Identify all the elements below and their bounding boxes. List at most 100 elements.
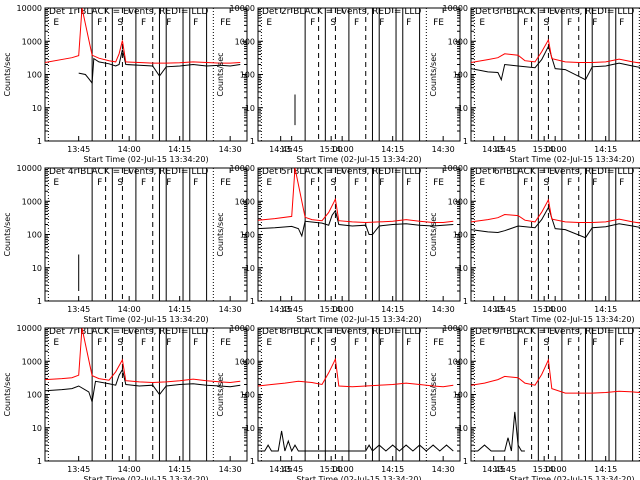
detector-panel: Det 5r BLACK = Events, RED = LLD11010010… <box>216 164 556 324</box>
x-axis-label: Start Time (02-Jul-15 13:34:20) <box>509 315 634 324</box>
interval-marker-label: F <box>406 178 411 188</box>
y-tick-label: 100 <box>240 391 255 400</box>
detector-panel: Det 4r BLACK = Events, RED = LLD11010010… <box>3 164 343 324</box>
x-tick-label: 13:45 <box>280 305 303 314</box>
x-axis-label: Start Time (02-Jul-15 13:34:20) <box>296 155 421 164</box>
series-line-events <box>471 411 525 452</box>
y-tick-label: 10000 <box>17 164 42 173</box>
x-tick-label: 13:45 <box>493 465 516 474</box>
series-line-lld <box>45 8 241 64</box>
y-tick-label: 10 <box>245 424 255 433</box>
interval-marker-label: E <box>53 178 59 188</box>
y-axis-label: Counts/sec <box>3 372 12 416</box>
y-tick-label: 1000 <box>448 197 468 206</box>
interval-marker-label: S <box>330 18 336 28</box>
interval-marker-label: F <box>619 338 624 348</box>
y-axis-label: Counts/sec <box>429 212 438 256</box>
series-line-lld <box>258 357 454 388</box>
y-tick-label: 1 <box>250 137 255 146</box>
x-tick-label: 15:00 <box>533 305 556 314</box>
detector-panel: Det 1r BLACK = Events, RED = LLD11010010… <box>3 4 343 164</box>
interval-marker-label: F <box>354 18 359 28</box>
x-tick-label: 14:00 <box>544 145 567 154</box>
x-tick-label: 14:15 <box>168 465 191 474</box>
interval-marker-label: F <box>97 178 102 188</box>
interval-marker-label: F <box>141 178 146 188</box>
series-line-lld <box>45 328 241 384</box>
x-tick-label: 14:45 <box>482 305 505 314</box>
x-axis-label: Start Time (02-Jul-15 13:34:20) <box>509 475 634 480</box>
interval-marker-label: F <box>141 18 146 28</box>
y-axis-label: Counts/sec <box>216 52 225 96</box>
y-axis-label: Counts/sec <box>3 212 12 256</box>
y-axis-label: Counts/sec <box>429 52 438 96</box>
interval-marker-label: F <box>166 18 171 28</box>
y-tick-label: 10000 <box>17 324 42 333</box>
interval-marker-label: F <box>379 338 384 348</box>
y-tick-label: 1000 <box>22 37 42 46</box>
x-tick-label: 13:45 <box>67 145 90 154</box>
y-tick-label: 10000 <box>230 4 255 13</box>
x-axis-label: Start Time (02-Jul-15 13:34:20) <box>83 475 208 480</box>
y-tick-label: 10000 <box>443 4 468 13</box>
detector-panel: Det 8r BLACK = Events, RED = LLD11010010… <box>216 324 556 480</box>
interval-marker-label: F <box>523 178 528 188</box>
x-tick-label: 14:30 <box>219 465 242 474</box>
x-tick-label: 15:00 <box>320 145 343 154</box>
x-tick-label: 14:30 <box>219 145 242 154</box>
interval-marker-label: F <box>406 18 411 28</box>
y-axis-label: Counts/sec <box>216 212 225 256</box>
interval-marker-label: E <box>266 178 272 188</box>
interval-marker-label: F <box>523 18 528 28</box>
x-tick-label: 15:00 <box>320 305 343 314</box>
y-tick-label: 10 <box>458 264 468 273</box>
x-tick-label: 14:45 <box>482 465 505 474</box>
detector-panel: Det 3r BLACK = Events, RED = LLD11010010… <box>429 4 640 164</box>
series-line-lld <box>471 38 640 64</box>
y-tick-label: 100 <box>453 231 468 240</box>
x-tick-label: 14:00 <box>331 305 354 314</box>
x-tick-label: 15:00 <box>320 465 343 474</box>
interval-marker-label: S <box>330 178 336 188</box>
y-tick-label: 1000 <box>22 357 42 366</box>
series-line-lld <box>471 358 640 394</box>
y-axis-label: Counts/sec <box>216 372 225 416</box>
interval-marker-label: F <box>97 338 102 348</box>
series-line-events <box>258 209 454 238</box>
y-tick-label: 10000 <box>230 324 255 333</box>
y-tick-label: 1 <box>463 457 468 466</box>
y-tick-label: 10 <box>458 104 468 113</box>
x-tick-label: 14:15 <box>594 465 617 474</box>
y-tick-label: 100 <box>240 231 255 240</box>
y-tick-label: 10000 <box>17 4 42 13</box>
x-tick-label: 14:00 <box>118 305 141 314</box>
series-line-events <box>471 206 640 239</box>
plot-frame <box>470 167 640 302</box>
interval-marker-label: F <box>567 338 572 348</box>
detector-panel: Det 6r BLACK = Events, RED = LLD11010010… <box>429 164 640 324</box>
plot-frame <box>470 327 640 462</box>
y-tick-label: 100 <box>27 391 42 400</box>
interval-marker-label: E <box>479 18 485 28</box>
x-tick-label: 14:00 <box>544 305 567 314</box>
series-line-lld <box>471 198 640 224</box>
y-tick-label: 10 <box>458 424 468 433</box>
x-tick-label: 15:00 <box>533 145 556 154</box>
x-tick-label: 13:45 <box>493 145 516 154</box>
interval-marker-label: F <box>354 178 359 188</box>
x-tick-label: 14:15 <box>168 305 191 314</box>
x-tick-label: 13:45 <box>493 305 516 314</box>
interval-marker-label: FE <box>220 338 231 348</box>
interval-marker-label: F <box>592 338 597 348</box>
interval-marker-label: F <box>354 338 359 348</box>
y-tick-label: 10 <box>245 264 255 273</box>
